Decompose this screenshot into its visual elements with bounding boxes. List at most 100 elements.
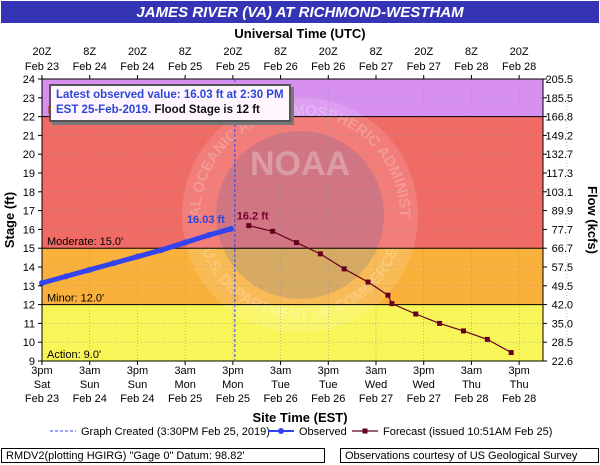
y-tick-label: 13: [23, 281, 35, 293]
observed-point: [227, 225, 234, 232]
y-tick-label: 11: [24, 318, 35, 330]
top-tick-date: Feb 24: [73, 61, 107, 73]
top-tick-label: 20Z: [223, 46, 242, 58]
bottom-tick-date: Feb 24: [120, 393, 154, 405]
top-tick-date: Feb 27: [359, 61, 393, 73]
band-action: [42, 304, 543, 361]
top-tick-label: 8Z: [83, 46, 96, 58]
top-axis-title: Universal Time (UTC): [234, 26, 365, 41]
top-tick-label: 8Z: [465, 46, 478, 58]
top-tick-date: Feb 23: [25, 61, 59, 73]
top-tick-label: 20Z: [128, 46, 147, 58]
observed-point: [39, 279, 45, 286]
forecast-point: [270, 228, 276, 234]
bottom-tick-time: 3pm: [31, 365, 52, 377]
legend-observed-label: Observed: [299, 426, 347, 438]
title-bar: [1, 1, 599, 23]
y-tick-label: 15: [23, 243, 35, 255]
legend-forecast-marker: [362, 428, 368, 434]
noaa-logo-text: NOAA: [250, 145, 350, 183]
top-tick-label: 20Z: [510, 46, 529, 58]
flow-tick-label: 205.5: [545, 74, 573, 86]
bottom-tick-day: Wed: [413, 379, 435, 391]
bottom-tick-date: Feb 24: [73, 393, 107, 405]
y-axis-title-left: Stage (ft): [2, 192, 17, 248]
y-tick-label: 20: [23, 149, 35, 161]
flow-tick-label: 22.6: [552, 356, 573, 368]
observed-point: [86, 266, 93, 273]
chart-title: JAMES RIVER (VA) AT RICHMOND-WESTHAM: [136, 4, 464, 21]
bottom-tick-day: Sat: [34, 379, 51, 391]
y-tick-label: 23: [23, 93, 35, 105]
bottom-tick-date: Feb 28: [502, 393, 536, 405]
bottom-tick-date: Feb 23: [25, 393, 59, 405]
bottom-tick-day: Tue: [271, 379, 290, 391]
bottom-tick-time: 3am: [461, 365, 482, 377]
threshold-label: Minor: 12.0': [47, 293, 104, 305]
flood-stage-text: Flood Stage is 12 ft: [151, 104, 260, 116]
forecast-point: [341, 266, 347, 272]
forecast-point: [385, 292, 391, 298]
y-tick-label: 9: [29, 356, 35, 368]
bottom-tick-date: Feb 25: [216, 393, 250, 405]
top-tick-date: Feb 26: [311, 61, 345, 73]
top-tick-label: 8Z: [179, 46, 192, 58]
y-axis-title-right: Flow (kcfs): [585, 186, 600, 254]
bottom-tick-time: 3am: [365, 365, 386, 377]
observed-point: [158, 247, 165, 254]
flow-tick-label: 132.7: [545, 149, 573, 161]
top-tick-label: 8Z: [274, 46, 287, 58]
legend-graph-created-label: Graph Created (3:30PM Feb 25, 2019): [81, 426, 270, 438]
observed-peak-label: 16.03 ft: [187, 214, 225, 226]
threshold-label: Moderate: 15.0': [47, 236, 123, 248]
bottom-tick-day: Mon: [222, 379, 243, 391]
bottom-tick-time: 3am: [270, 365, 291, 377]
top-tick-date: Feb 24: [120, 61, 154, 73]
forecast-point: [460, 328, 466, 334]
bottom-tick-day: Sun: [128, 379, 148, 391]
bottom-tick-day: Sun: [80, 379, 100, 391]
bottom-tick-time: 3pm: [318, 365, 339, 377]
y-tick-label: 14: [23, 262, 35, 274]
y-tick-label: 21: [23, 130, 35, 142]
top-tick-date: Feb 25: [168, 61, 202, 73]
plot-frame: [41, 78, 544, 362]
bottom-tick-time: 3pm: [413, 365, 434, 377]
bottom-tick-date: Feb 27: [359, 393, 393, 405]
bottom-tick-date: Feb 25: [168, 393, 202, 405]
observations-credit-footer: Observations courtesy of US Geological S…: [340, 448, 599, 463]
gage-datum-footer: RMDV2(plotting HGIRG) "Gage 0" Datum: 98…: [1, 448, 325, 463]
observed-point: [62, 273, 69, 280]
y-tick-label: 17: [23, 206, 35, 218]
bottom-tick-time: 3am: [174, 365, 195, 377]
top-tick-date: Feb 26: [263, 61, 297, 73]
observed-point: [206, 232, 212, 239]
flow-tick-label: 166.8: [545, 112, 573, 124]
flow-tick-label: 35.0: [552, 318, 573, 330]
forecast-point: [508, 350, 514, 356]
bottom-tick-time: 3pm: [508, 365, 529, 377]
bottom-tick-time: 3pm: [222, 365, 243, 377]
legend-forecast-label: Forecast (issued 10:51AM Feb 25): [383, 426, 552, 438]
flow-tick-label: 42.0: [552, 300, 573, 312]
forecast-point: [293, 240, 299, 246]
flow-tick-label: 66.7: [552, 243, 573, 255]
y-tick-label: 18: [23, 187, 35, 199]
bottom-axis-title: Site Time (EST): [252, 410, 347, 425]
top-tick-date: Feb 28: [454, 61, 488, 73]
flow-tick-label: 49.5: [552, 281, 573, 293]
top-tick-label: 20Z: [319, 46, 338, 58]
forecast-point: [437, 320, 443, 326]
forecast-peak-label: 16.2 ft: [237, 211, 269, 223]
bottom-tick-day: Thu: [510, 379, 529, 391]
bottom-tick-date: Feb 28: [454, 393, 488, 405]
flow-tick-label: 57.5: [552, 262, 573, 274]
latest-observation-line1: Latest observed value: 16.03 ft at 2:30 …: [56, 89, 284, 101]
latest-observation-box: Latest observed value: 16.03 ft at 2:30 …: [49, 84, 291, 122]
forecast-point: [484, 336, 490, 342]
bottom-tick-time: 3pm: [127, 365, 148, 377]
flow-tick-label: 89.9: [552, 206, 573, 218]
y-tick-label: 19: [23, 168, 35, 180]
forecast-point: [389, 301, 395, 307]
